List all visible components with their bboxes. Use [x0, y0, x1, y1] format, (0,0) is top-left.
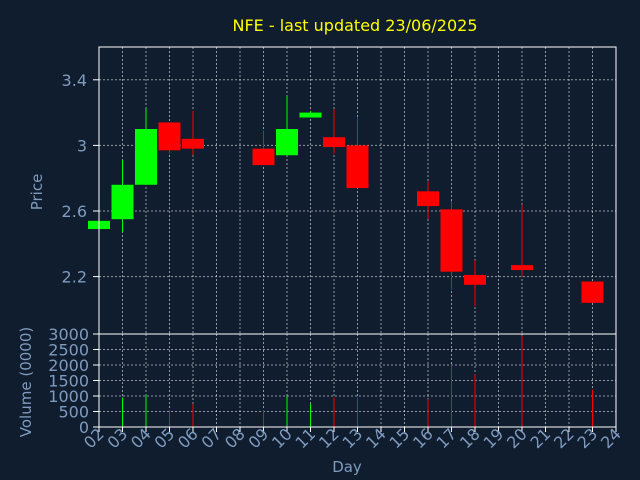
volume-tick-label: 500: [58, 403, 89, 422]
volume-plot-frame: [98, 333, 617, 428]
price-tick-label: 3.4: [62, 71, 87, 90]
volume-panel: 0500100015002000250030000203040506070809…: [48, 325, 625, 452]
candle-body: [158, 122, 181, 151]
volume-tick-label: 2000: [48, 356, 89, 375]
candle-body: [511, 265, 533, 271]
candle-body: [252, 148, 275, 166]
volume-tick-label: 1000: [48, 387, 89, 406]
price-axis-label: Price: [28, 174, 46, 211]
chart-title: NFE - last updated 23/06/2025: [232, 16, 477, 35]
price-plot-frame: [98, 46, 617, 335]
candle-body: [111, 184, 134, 220]
candle-body: [417, 191, 439, 207]
candle-body: [581, 281, 604, 303]
candle-body: [182, 138, 204, 149]
candle-body: [440, 209, 463, 272]
price-tick-label: 2.6: [62, 202, 87, 221]
candle-body: [323, 137, 345, 148]
price-tick-label: 3: [77, 136, 87, 155]
day-axis-label: Day: [332, 458, 362, 476]
price-tick-label: 2.2: [62, 268, 87, 287]
volume-tick-label: 0: [79, 418, 89, 437]
candle-body: [299, 112, 322, 118]
volume-tick-label: 2500: [48, 341, 89, 360]
candle-body: [135, 129, 157, 185]
volume-tick-label: 1500: [48, 372, 89, 391]
candle-body: [276, 129, 298, 156]
volume-axis-label: Volume (0000): [17, 327, 35, 437]
candle-body: [464, 274, 486, 285]
price-panel: 2.2 2.6 3 3.4: [62, 46, 617, 335]
volume-tick-label: 3000: [48, 325, 89, 344]
day-tick-label: 24: [597, 424, 625, 452]
candle-body: [346, 145, 369, 189]
